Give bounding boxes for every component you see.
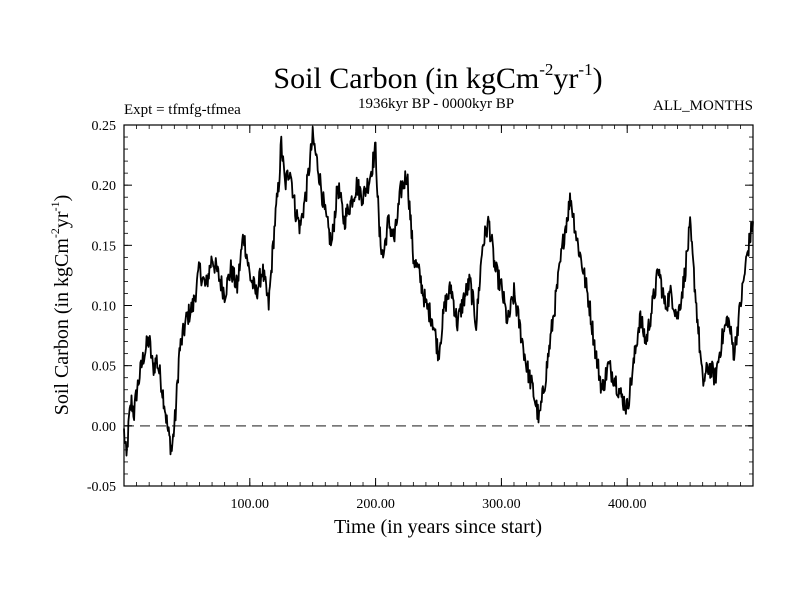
y-tick-label: 0.15 <box>92 239 117 254</box>
x-axis: 100.00 200.00 300.00 400.00 <box>136 125 741 512</box>
y-tick-label: 0.20 <box>92 179 117 194</box>
y-tick-label: 0.00 <box>92 420 117 435</box>
y-axis-label: Soil Carbon (in kgCm-2yr-1) <box>48 195 73 416</box>
x-tick-label: 400.00 <box>608 497 647 512</box>
chart-title: Soil Carbon (in kgCm-2yr-1) <box>273 60 602 95</box>
series-line-soil-carbon <box>123 125 754 457</box>
x-tick-label: 300.00 <box>482 497 521 512</box>
experiment-label: Expt = tfmfg-tfmea <box>124 102 241 118</box>
x-tick-label: 100.00 <box>231 497 270 512</box>
y-tick-label: 0.10 <box>92 300 117 315</box>
plot-frame <box>123 124 754 487</box>
time-range-label: 1936kyr BP - 0000kyr BP <box>358 96 514 112</box>
x-tick-label: 200.00 <box>356 497 395 512</box>
y-tick-label: 0.25 <box>92 119 117 134</box>
y-tick-label: -0.05 <box>87 480 116 495</box>
x-axis-label: Time (in years since start) <box>334 516 542 538</box>
y-axis: -0.05 0.00 0.05 0.10 0.15 0.20 0.25 <box>87 119 753 495</box>
y-tick-label: 0.05 <box>92 360 117 375</box>
months-label: ALL_MONTHS <box>653 98 753 114</box>
